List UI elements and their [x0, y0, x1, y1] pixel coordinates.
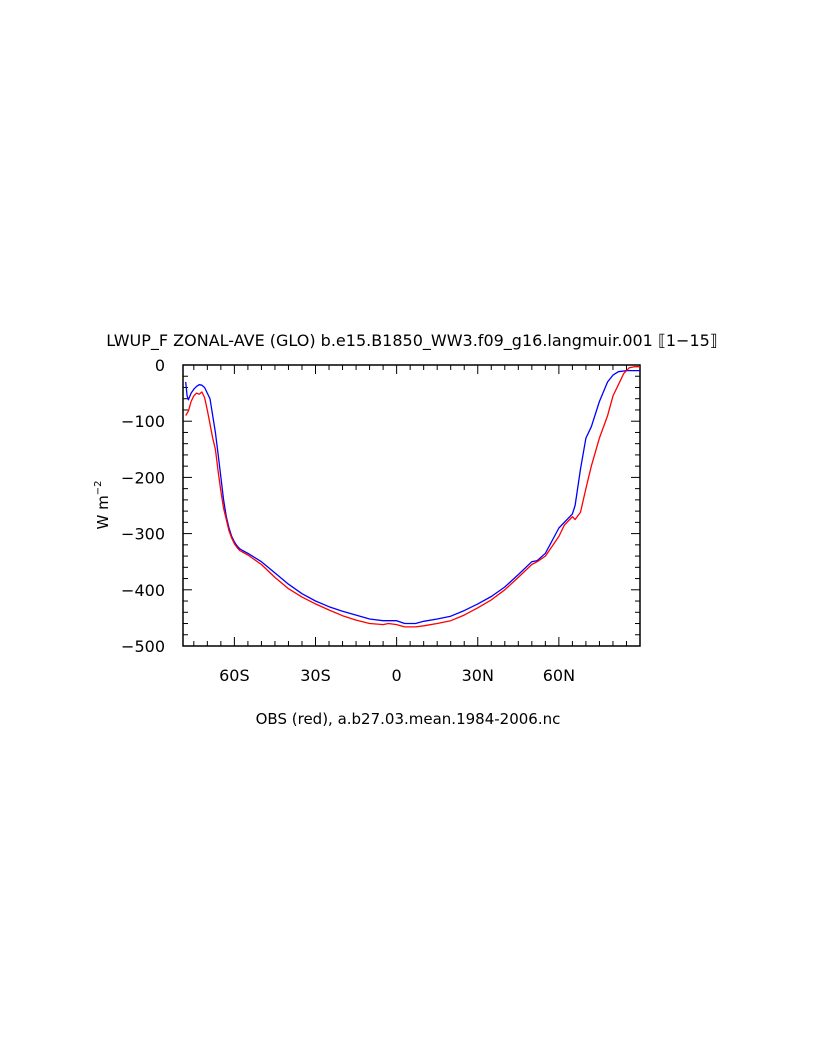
x-tick-label: 60N [543, 666, 575, 685]
y-axis-title: W m−2 [93, 481, 112, 530]
y-axis-ticks: 0 −100 −200 −300 −400 −500 [121, 356, 640, 656]
series-line-0 [185, 369, 640, 625]
x-tick-label: 30N [462, 666, 494, 685]
x-axis-title: OBS (red), a.b27.03.mean.1984-2006.nc [256, 710, 561, 728]
y-tick-label: 0 [155, 356, 165, 375]
y-tick-label: −100 [121, 412, 165, 431]
x-axis-ticks: 60S 30S 0 30N 60N [193, 365, 641, 685]
chart-title: LWUP_F ZONAL-AVE (GLO) b.e15.B1850_WW3.f… [106, 331, 717, 351]
x-tick-label: 0 [392, 666, 402, 685]
y-axis-title-exponent: −2 [93, 481, 104, 496]
x-tick-label: 30S [300, 666, 331, 685]
plot-area: 60S 30S 0 30N 60N 0 −100 −200 −300 −400 −500 [121, 356, 641, 685]
series-line-1 [185, 366, 640, 628]
x-tick-label: 60S [219, 666, 250, 685]
y-axis-title-text: W m [94, 495, 112, 529]
y-tick-label: −500 [121, 637, 165, 656]
y-tick-label: −300 [121, 525, 165, 544]
series-layer [185, 366, 640, 628]
y-tick-label: −200 [121, 468, 165, 487]
plot-frame [182, 364, 641, 647]
y-tick-label: −400 [121, 581, 165, 600]
